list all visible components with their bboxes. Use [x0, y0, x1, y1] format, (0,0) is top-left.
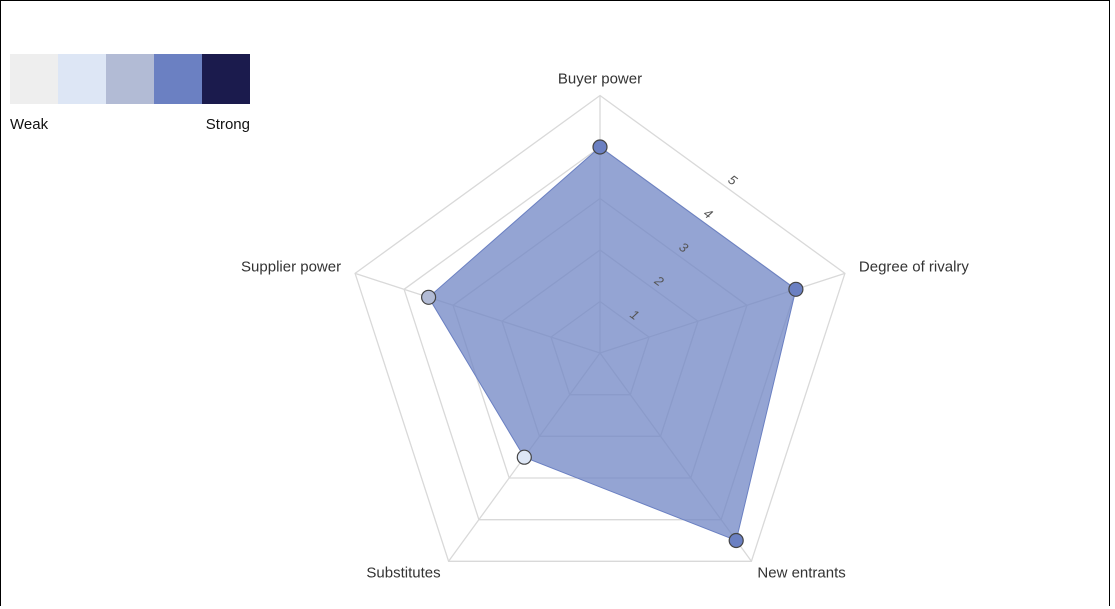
legend-swatch-1	[10, 54, 58, 104]
legend-swatch-4	[154, 54, 202, 104]
tick-label-4: 4	[701, 205, 716, 221]
axis-label-supplier-power: Supplier power	[241, 258, 341, 275]
axis-label-buyer-power: Buyer power	[558, 71, 642, 88]
legend-weak-label: Weak	[10, 116, 49, 133]
data-point-substitutes	[516, 449, 532, 465]
grid-ring-5	[354, 94, 846, 562]
data-point-degree-of-rivalry	[788, 281, 804, 297]
strength-legend: Weak Strong	[10, 54, 250, 136]
legend-swatch-3	[106, 54, 154, 104]
axis-label-degree-of-rivalry: Degree of rivalry	[859, 258, 970, 275]
data-point-buyer-power	[592, 139, 608, 155]
legend-strong-label: Strong	[205, 116, 250, 133]
data-point-new-entrants	[728, 532, 744, 549]
data-area	[427, 146, 797, 542]
data-point-supplier-power	[421, 289, 437, 305]
legend-swatch-2	[58, 54, 106, 104]
axis-label-new-entrants: New entrants	[757, 564, 845, 581]
legend-labels: Weak Strong	[10, 116, 250, 136]
tick-label-5: 5	[725, 172, 740, 189]
legend-swatch-5	[202, 54, 250, 104]
axis-label-substitutes: Substitutes	[366, 564, 440, 581]
legend-color-scale	[10, 54, 250, 104]
